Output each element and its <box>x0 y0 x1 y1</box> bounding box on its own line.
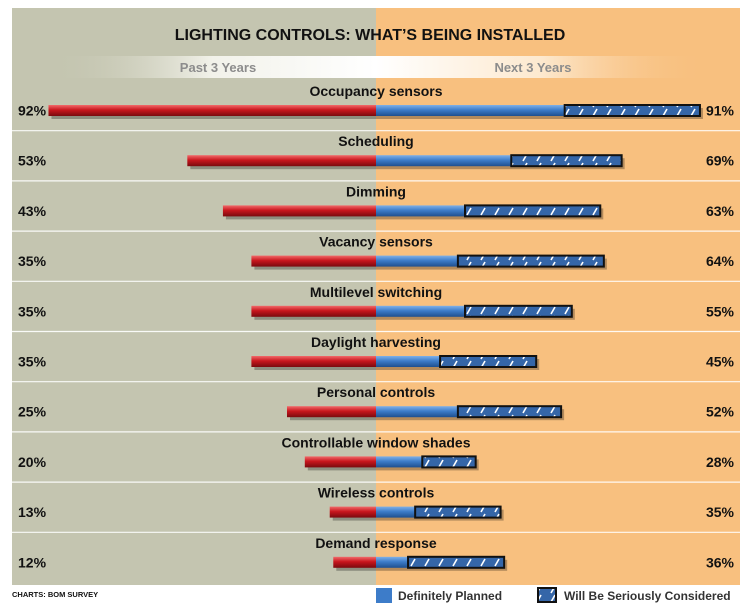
bar-rows: Occupancy sensors 92% 91% Scheduling 53% 69% D… <box>12 83 740 571</box>
next-value-label: 35% <box>706 504 735 520</box>
considered-bar <box>456 405 563 419</box>
planned-bar <box>376 155 512 167</box>
next-value-label: 28% <box>706 454 735 470</box>
past-value-label: 43% <box>18 203 47 219</box>
category-label: Multilevel switching <box>310 284 442 300</box>
considered-bar <box>439 355 538 368</box>
considered-bar <box>510 154 623 168</box>
past-value-label: 35% <box>18 303 47 319</box>
category-label: Controllable window shades <box>281 434 470 450</box>
past-bar <box>187 155 376 167</box>
chart-title: LIGHTING CONTROLS: WHAT’S BEING INSTALLE… <box>175 27 566 44</box>
considered-bar <box>464 204 602 218</box>
legend-considered-swatch <box>537 587 557 603</box>
next-value-label: 55% <box>706 303 735 319</box>
planned-bar <box>376 406 458 418</box>
right-header-band <box>376 56 706 78</box>
next-value-label: 64% <box>706 253 735 269</box>
planned-bar <box>376 105 565 116</box>
past-bar <box>304 456 376 468</box>
past-value-label: 20% <box>18 454 47 470</box>
considered-bar <box>464 304 573 318</box>
right-column-header: Next 3 Years <box>494 60 571 75</box>
planned-bar <box>376 456 423 468</box>
category-label: Occupancy sensors <box>309 83 442 99</box>
source-note: CHARTS: BOM SURVEY <box>12 590 98 599</box>
category-label: Dimming <box>346 183 406 199</box>
planned-bar <box>376 556 409 568</box>
planned-bar <box>376 205 465 217</box>
category-label: Wireless controls <box>318 485 435 501</box>
past-value-label: 12% <box>18 554 47 570</box>
legend: Definitely Planned Will Be Seriously Con… <box>376 587 731 603</box>
next-value-label: 63% <box>706 203 735 219</box>
next-value-label: 91% <box>706 103 735 119</box>
past-value-label: 25% <box>18 404 47 420</box>
past-bar <box>287 406 376 418</box>
considered-bar <box>456 254 605 268</box>
past-value-label: 35% <box>18 253 47 269</box>
past-bar <box>251 305 376 317</box>
considered-bar <box>414 505 502 519</box>
past-value-label: 13% <box>18 504 47 520</box>
considered-bar <box>563 104 701 117</box>
category-label: Daylight harvesting <box>311 334 441 350</box>
past-value-label: 92% <box>18 103 47 119</box>
considered-bar <box>421 455 477 469</box>
past-bar <box>48 105 376 116</box>
next-value-label: 45% <box>706 354 735 370</box>
category-label: Vacancy sensors <box>319 234 433 250</box>
planned-bar <box>376 255 458 267</box>
category-label: Scheduling <box>338 133 413 149</box>
left-panel <box>12 8 376 585</box>
legend-planned-swatch <box>376 588 392 603</box>
considered-bar <box>407 555 506 569</box>
past-value-label: 53% <box>18 153 47 169</box>
planned-bar <box>376 506 416 518</box>
past-bar <box>222 205 376 217</box>
legend-considered-label: Will Be Seriously Considered <box>564 589 731 603</box>
planned-bar <box>376 305 465 317</box>
past-bar <box>251 356 376 367</box>
left-column-header: Past 3 Years <box>180 60 256 75</box>
next-value-label: 52% <box>706 404 735 420</box>
next-value-label: 69% <box>706 153 735 169</box>
past-bar <box>251 255 376 267</box>
category-label: Personal controls <box>317 384 435 400</box>
past-bar <box>333 556 376 568</box>
legend-planned-label: Definitely Planned <box>398 589 502 603</box>
past-value-label: 35% <box>18 354 47 370</box>
left-header-band <box>50 56 376 78</box>
past-bar <box>329 506 376 518</box>
category-label: Demand response <box>315 535 437 551</box>
next-value-label: 36% <box>706 554 735 570</box>
planned-bar <box>376 356 441 367</box>
